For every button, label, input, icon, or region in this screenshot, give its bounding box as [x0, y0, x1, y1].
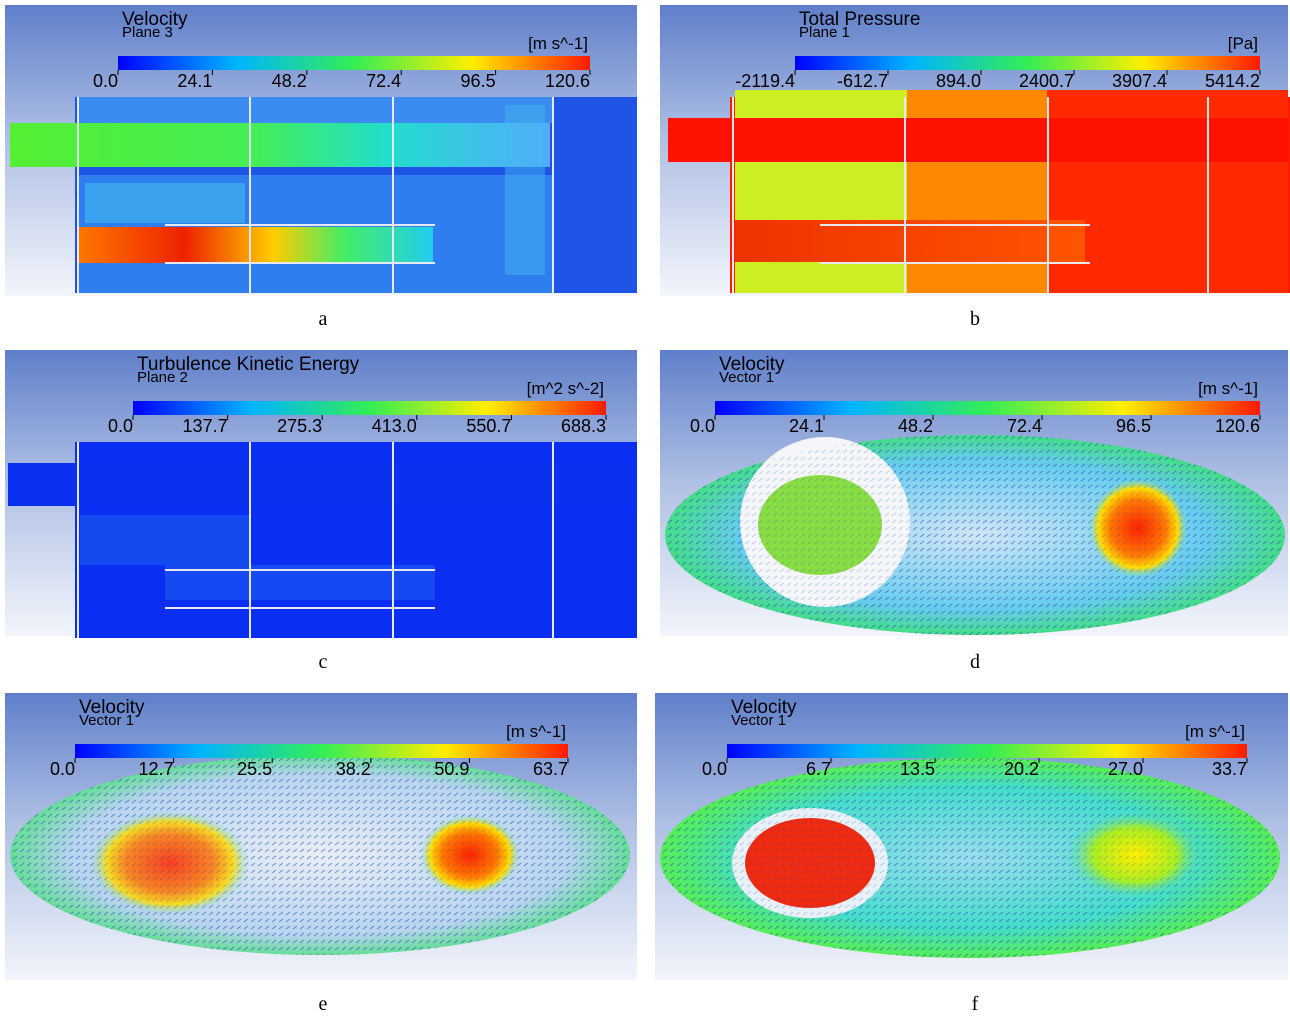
colour-bar-label: 20.2	[1004, 759, 1039, 779]
legend-subtitle: Plane 2	[137, 369, 188, 386]
jet	[735, 220, 1085, 262]
colour-bar-label: 24.1	[789, 416, 824, 436]
legend-unit: [m s^-1]	[506, 722, 566, 741]
colour-bar-label: 13.5	[900, 759, 935, 779]
colour-bar-label: 550.7	[466, 416, 511, 436]
colour-bar-label: 137.7	[183, 416, 228, 436]
caption: f	[972, 993, 979, 1015]
page: {"panels": [ {"title": "Velocity", "subt…	[0, 0, 1290, 1021]
colour-bar-label: 894.0	[936, 71, 981, 91]
colour-bar-label: 275.3	[277, 416, 322, 436]
pipe	[10, 123, 550, 167]
caption: b	[970, 308, 980, 330]
colour-bar-label: 48.2	[898, 416, 933, 436]
legend-unit: [m^2 s^-2]	[527, 379, 604, 398]
colour-bar	[133, 401, 606, 415]
colour-bar-label: 50.9	[434, 759, 469, 779]
colour-bar-label: 688.3	[561, 416, 606, 436]
colour-bar-label: 96.5	[1116, 416, 1151, 436]
colour-bar-label: 0.0	[690, 416, 715, 436]
colour-bar-label: 3907.4	[1112, 71, 1167, 91]
vector-field	[10, 755, 630, 955]
colour-bar-label: 63.7	[533, 759, 568, 779]
caption: c	[319, 651, 328, 673]
region	[85, 183, 245, 223]
colour-bar-label: 0.0	[702, 759, 727, 779]
colour-bar-label: 120.6	[545, 71, 590, 91]
pipe	[8, 463, 637, 506]
legend-subtitle: Vector 1	[79, 712, 134, 729]
figure: VelocityPlane 3[m s^-1]0.024.148.272.496…	[0, 0, 1290, 1021]
colour-bar	[727, 744, 1247, 758]
colour-bar-label: 72.4	[1007, 416, 1042, 436]
colour-bar	[795, 56, 1260, 70]
pipe	[668, 118, 1288, 162]
legend-unit: [m s^-1]	[1185, 722, 1245, 741]
legend-subtitle: Vector 1	[719, 369, 774, 386]
legend-unit: [Pa]	[1228, 34, 1258, 53]
colour-bar-label: 33.7	[1212, 759, 1247, 779]
colour-bar-label: 25.5	[237, 759, 272, 779]
colour-bar-label: 120.6	[1215, 416, 1260, 436]
colour-bar-label: 413.0	[372, 416, 417, 436]
region	[78, 97, 553, 123]
caption: e	[319, 993, 328, 1015]
colour-bar-label: 96.5	[461, 71, 496, 91]
colour-bar-label: 38.2	[336, 759, 371, 779]
colour-bar-label: 12.7	[139, 759, 174, 779]
vector-field	[665, 435, 1285, 635]
region	[80, 515, 250, 565]
colour-bar-label: 0.0	[93, 71, 118, 91]
legend-subtitle: Plane 1	[799, 24, 850, 41]
colour-bar-label: 72.4	[366, 71, 401, 91]
caption: d	[970, 651, 980, 673]
colour-bar-label: -612.7	[837, 71, 888, 91]
colour-bar-label: 5414.2	[1205, 71, 1260, 91]
colour-bar	[75, 744, 568, 758]
legend-subtitle: Vector 1	[731, 712, 786, 729]
colour-bar-label: 0.0	[108, 416, 133, 436]
legend-unit: [m s^-1]	[528, 34, 588, 53]
colour-bar-label: 48.2	[272, 71, 307, 91]
colour-bar-label: 0.0	[50, 759, 75, 779]
legend-unit: [m s^-1]	[1198, 379, 1258, 398]
region	[505, 105, 545, 275]
colour-bar-label: 24.1	[177, 71, 212, 91]
colour-bar-label: 6.7	[806, 759, 831, 779]
colour-bar	[118, 56, 590, 70]
vector-field	[660, 758, 1280, 958]
colour-bar	[715, 401, 1260, 415]
caption: a	[319, 308, 328, 330]
colour-bar-label: 2400.7	[1019, 71, 1074, 91]
legend-subtitle: Plane 3	[122, 24, 173, 41]
jet	[78, 227, 433, 263]
colour-bar-label: -2119.4	[735, 71, 795, 91]
colour-bar-label: 27.0	[1108, 759, 1143, 779]
